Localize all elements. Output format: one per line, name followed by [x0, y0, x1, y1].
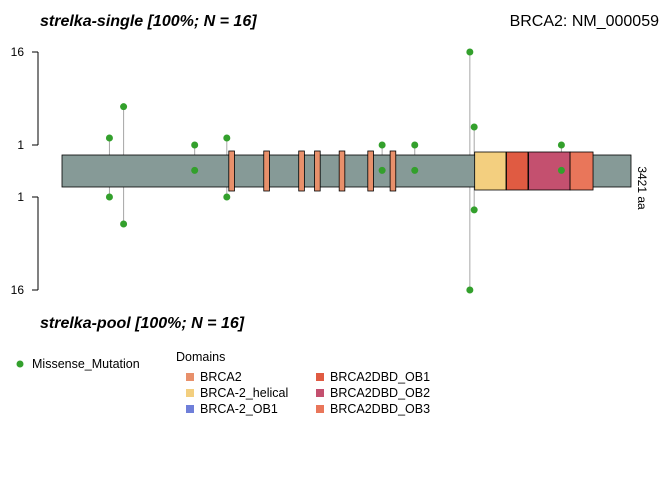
bottom-tick-label: 16 [11, 283, 25, 297]
legend-domain-label: BRCA2DBD_OB3 [330, 402, 430, 416]
legend-domain-label: BRCA-2_OB1 [200, 402, 278, 416]
bottom-tick-label: 1 [17, 190, 24, 204]
legend-domain-label: BRCA-2_helical [200, 386, 288, 400]
top-mutation-point [466, 48, 474, 56]
legend-variant-label: Missense_Mutation [32, 357, 140, 371]
legend-domain-label: BRCA2DBD_OB2 [330, 386, 430, 400]
legend-domain-swatch [186, 373, 194, 381]
protein-length-label: 3421 aa [635, 166, 649, 210]
top-tick-label: 1 [17, 138, 24, 152]
top-mutation-point [105, 134, 113, 142]
domain-BRCA2 [228, 150, 235, 192]
legend-domain-swatch [186, 389, 194, 397]
legend-domain-label: BRCA2 [200, 370, 242, 384]
domain-BRCA2DBD_OB1 [506, 151, 529, 191]
bottom-mutation-point [466, 286, 474, 294]
top-mutation-point [191, 141, 199, 149]
bottom-mutation-point [470, 206, 478, 214]
domain-BRCA2DBD_OB3 [569, 151, 594, 191]
top-mutation-point [470, 123, 478, 131]
top-title: strelka-single [100%; N = 16] [40, 13, 257, 30]
y-axis: 16 1 1 16 [11, 45, 39, 297]
domain-BRCA2 [263, 150, 270, 192]
top-tick-label: 16 [11, 45, 25, 59]
top-mutation-point [411, 141, 419, 149]
top-mutation-point [378, 141, 386, 149]
lollipop-points [105, 48, 565, 294]
protein-track [61, 150, 632, 192]
bottom-mutation-point [105, 193, 113, 201]
domain-BRCA2 [298, 150, 305, 192]
domain-BRCA2 [314, 150, 321, 192]
gene-title: BRCA2: NM_000059 [510, 13, 660, 30]
top-mutation-point [120, 103, 128, 111]
top-mutation-point [557, 141, 565, 149]
legend-domain-swatch [316, 373, 324, 381]
legend-domain-swatch [186, 405, 194, 413]
legend-domains-title: Domains [176, 350, 225, 364]
bottom-mutation-point [223, 193, 231, 201]
bottom-mutation-point [191, 166, 199, 174]
domain-BRCA2 [389, 150, 397, 192]
bottom-title: strelka-pool [100%; N = 16] [40, 315, 245, 332]
top-mutation-point [223, 134, 231, 142]
bottom-mutation-point [411, 166, 419, 174]
bottom-mutation-point [557, 166, 565, 174]
bottom-mutation-point [120, 220, 128, 228]
legend-domain-swatch [316, 405, 324, 413]
bottom-mutation-point [378, 166, 386, 174]
legend-domain-swatch [316, 389, 324, 397]
legend: Domains Missense_Mutation BRCA2 BRCA-2_hel… [16, 350, 430, 416]
domain-BRCA2 [367, 150, 374, 192]
legend-domain-label: BRCA2DBD_OB1 [330, 370, 430, 384]
domain-BRCA2 [338, 150, 346, 192]
domain-BRCA-2_helical [474, 151, 507, 191]
legend-variant-marker [16, 360, 24, 368]
